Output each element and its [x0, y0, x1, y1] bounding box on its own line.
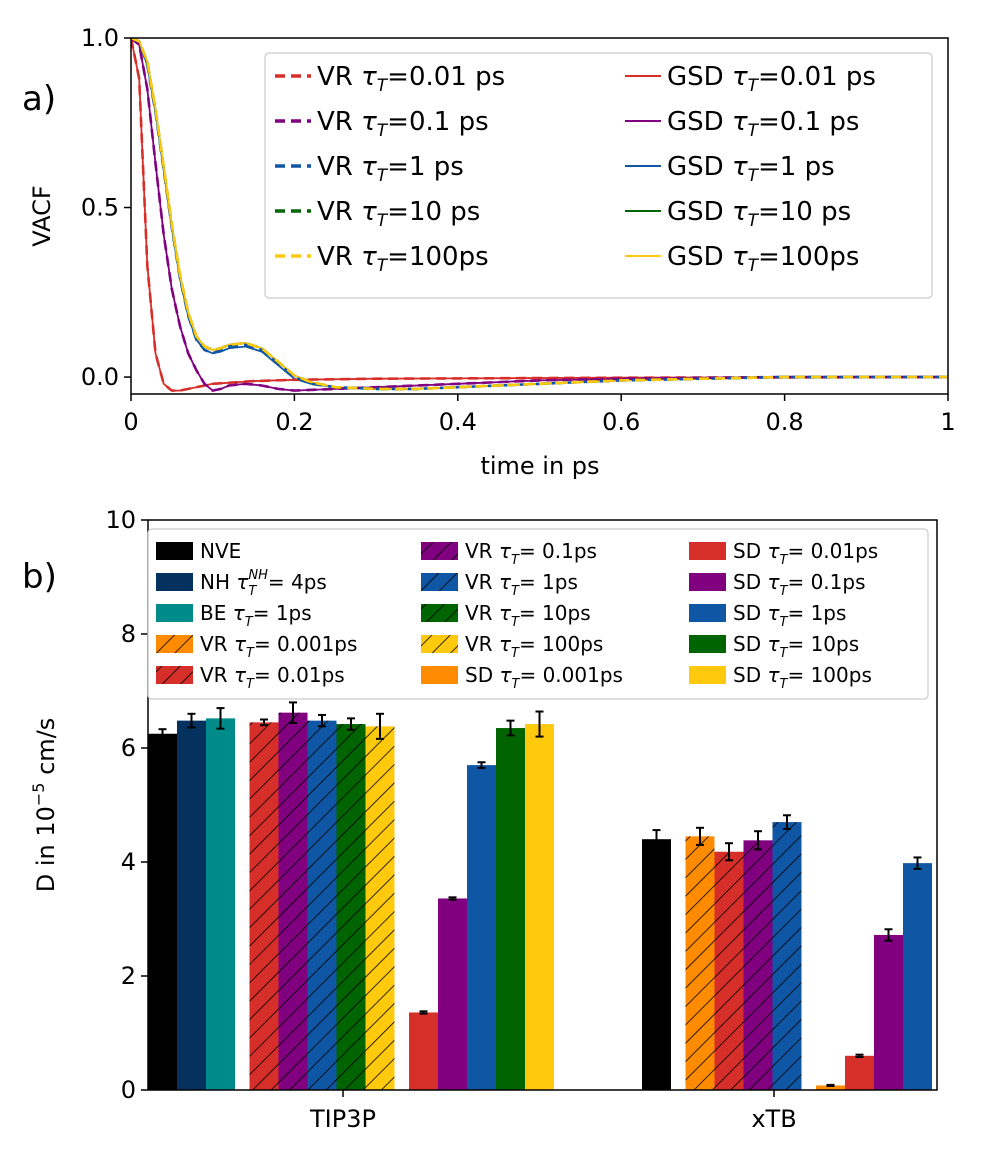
- legend-b-swatch: [689, 635, 726, 653]
- bar-TIP3P-sd10: [496, 728, 525, 1090]
- legend-b-label: VR τT= 0.01ps: [200, 663, 345, 692]
- legend-b-label: VR τT= 1ps: [465, 570, 578, 599]
- legend-b-swatch-hatch: [421, 604, 458, 622]
- bar-hatch: [336, 724, 366, 1090]
- panel-a-ytick-label: 0.0: [81, 363, 119, 391]
- legend-a-label: VR τT=10 ps: [317, 197, 480, 231]
- legend-a-label: GSD τT=0.1 ps: [667, 107, 859, 141]
- legend-a-label: GSD τT=0.01 ps: [667, 62, 876, 96]
- bar-hatch: [743, 840, 773, 1090]
- legend-b-swatch: [689, 573, 726, 591]
- panel-b-ytick-label: 6: [121, 734, 136, 762]
- bar-hatch: [772, 822, 802, 1090]
- vacf-line-1: [131, 38, 948, 392]
- legend-b-label: SD τT= 0.01ps: [733, 539, 878, 568]
- legend-b-label: VR τT= 10ps: [465, 601, 591, 630]
- legend-b-label: SD τT= 0.001ps: [465, 663, 623, 692]
- panel-b-xtick-label: TIP3P: [309, 1105, 376, 1133]
- vacf-line-5: [131, 38, 948, 392]
- legend-a-label: GSD τT=1 ps: [667, 152, 835, 186]
- bar-xTB-sd01: [874, 934, 903, 1090]
- bar-hatch: [685, 836, 715, 1090]
- legend-b-swatch-hatch: [156, 666, 193, 684]
- panel-a-ytick-label: 0.5: [81, 194, 119, 222]
- legend-b-label: VR τT= 0.001ps: [200, 632, 357, 661]
- bar-hatch: [249, 722, 279, 1090]
- bar-TIP3P-be: [206, 718, 235, 1090]
- bar-hatch: [365, 726, 395, 1090]
- legend-a-label: VR τT=0.1 ps: [317, 107, 489, 141]
- legend-b-label: VR τT= 100ps: [465, 632, 603, 661]
- legend-b-swatch: [689, 666, 726, 684]
- legend-a-label: VR τT=100ps: [317, 242, 489, 276]
- legend-b-label: SD τT= 1ps: [733, 601, 846, 630]
- panel-a-legend: VR τT=0.01 ps VR τT=0.1 ps VR τT=1 ps VR τT…: [264, 52, 933, 299]
- panel-a-xtick-label: 0: [123, 408, 138, 436]
- bar-xTB-sd1: [903, 863, 932, 1090]
- bar-TIP3P-nh: [177, 720, 206, 1090]
- panel-a-xtick-label: 0.8: [766, 408, 804, 436]
- panel-a-xtick-label: 0.2: [275, 408, 313, 436]
- bar-hatch: [278, 712, 308, 1090]
- legend-b-swatch-hatch: [421, 573, 458, 591]
- legend-b-label: NH τTNH= 4ps: [200, 568, 327, 599]
- legend-b-swatch: [421, 666, 458, 684]
- legend-b-label: NVE: [200, 539, 241, 563]
- legend-b-label: VR τT= 0.1ps: [465, 539, 597, 568]
- legend-b-label: SD τT= 0.1ps: [733, 570, 866, 599]
- bar-TIP3P-nve: [148, 733, 177, 1090]
- bar-hatch: [714, 851, 744, 1090]
- panel-b-label: b): [22, 557, 57, 597]
- legend-b-swatch-hatch: [156, 635, 193, 653]
- panel-b-ylabel: D in 10−5 cm/s: [29, 718, 60, 893]
- panel-b-ytick-label: 2: [121, 962, 136, 990]
- panel-a-xtick-label: 0.4: [439, 408, 477, 436]
- legend-b-swatch: [156, 542, 193, 560]
- vacf-line-4: [131, 38, 948, 391]
- panel-a-chart: 0 0.2 0.4 0.6 0.8 10.00.51.0 VACF time in ps …: [28, 24, 956, 480]
- panel-a-ylabel: VACF: [28, 185, 56, 246]
- panel-b-ytick-label: 0: [121, 1076, 136, 1104]
- bar-TIP3P-sd001: [409, 1012, 438, 1090]
- legend-a-label: GSD τT=100ps: [667, 242, 859, 276]
- bar-TIP3P-sd1: [467, 765, 496, 1090]
- panel-a-legend-box: [264, 52, 933, 299]
- legend-a-label: VR τT=1 ps: [317, 152, 464, 186]
- legend-b-label: BE τT= 1ps: [200, 601, 312, 630]
- panel-a-label: a): [22, 79, 56, 119]
- legend-b-swatch-hatch: [421, 542, 458, 560]
- panel-a-xtick-label: 1: [940, 408, 955, 436]
- bar-xTB-sd001: [845, 1055, 874, 1090]
- panel-a-frame: [130, 37, 949, 395]
- bar-TIP3P-sd01: [438, 898, 467, 1090]
- panel-a-xtick-label: 0.6: [602, 408, 640, 436]
- panel-b-frame: [147, 519, 938, 1091]
- panel-b-chart: TIP3P xTB 0 2 4 6 8 10 D in 10−5 cm/s NVE NH τTN…: [29, 506, 938, 1133]
- panel-b-xtick-label: xTB: [751, 1105, 796, 1133]
- legend-b-swatch-hatch: [421, 635, 458, 653]
- bar-xTB-sd0001: [816, 1085, 845, 1090]
- panel-a-xlabel: time in ps: [480, 452, 599, 480]
- panel-b-legend-box: [147, 528, 929, 700]
- legend-b-label: SD τT= 100ps: [733, 663, 872, 692]
- legend-b-swatch: [689, 604, 726, 622]
- panel-b-ytick-label: 10: [105, 506, 136, 534]
- bar-xTB-nve: [642, 839, 671, 1090]
- legend-b-swatch: [156, 573, 193, 591]
- bar-hatch: [307, 720, 337, 1090]
- panel-a-ytick-label: 1.0: [81, 24, 119, 52]
- legend-a-label: VR τT=0.01 ps: [317, 62, 505, 96]
- legend-b-label: SD τT= 10ps: [733, 632, 859, 661]
- legend-b-swatch: [156, 604, 193, 622]
- bar-TIP3P-sd100: [525, 724, 554, 1090]
- legend-b-swatch: [689, 542, 726, 560]
- panel-b-ytick-label: 4: [121, 848, 136, 876]
- legend-a-label: GSD τT=10 ps: [667, 197, 851, 231]
- panel-b-ytick-label: 8: [121, 620, 136, 648]
